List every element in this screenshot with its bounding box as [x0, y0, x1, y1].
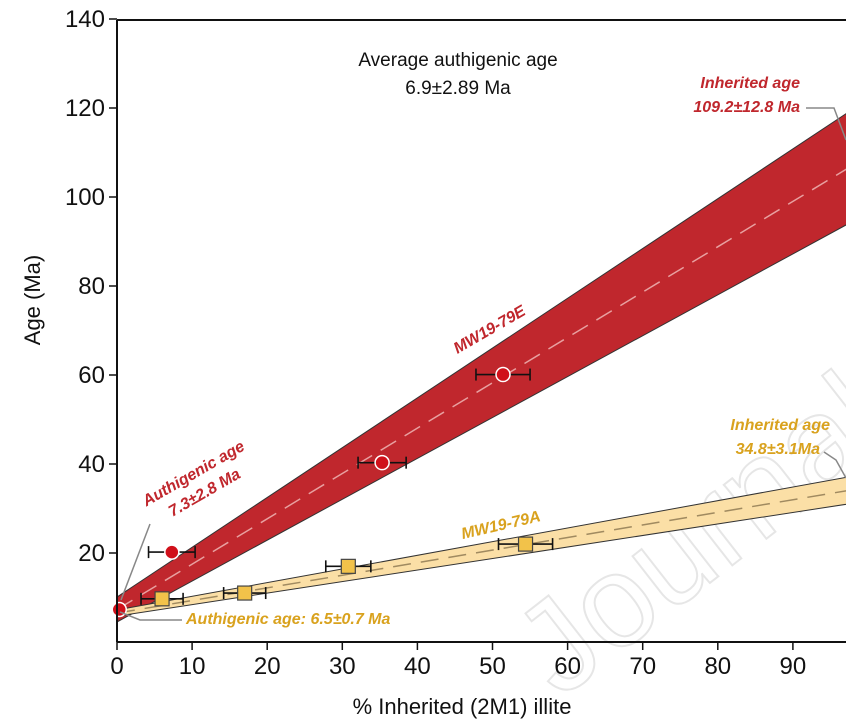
- series-e-authigenic-leader: [120, 523, 151, 601]
- y-tick-label-40: 40: [78, 451, 105, 478]
- x-tick-label-30: 30: [329, 653, 356, 680]
- point-e-2: [374, 454, 390, 471]
- point-a-1: [237, 585, 253, 601]
- x-axis-title: % Inherited (2M1) illite: [353, 694, 572, 719]
- series-e-inherited-line2: 109.2±12.8 Ma: [693, 99, 800, 116]
- y-axis-title: Age (Ma): [20, 255, 45, 345]
- point-a-2: [340, 558, 356, 574]
- series-a-authigenic-label: Authigenic age: 6.5±0.7 Ma: [185, 611, 390, 628]
- x-tick-label-70: 70: [629, 653, 656, 680]
- point-a-0: [154, 591, 170, 607]
- x-tick-label-90: 90: [780, 653, 807, 680]
- x-tick-label-50: 50: [479, 653, 506, 680]
- y-ticks: 20 40 60 80 100 120 140: [65, 6, 117, 567]
- y-tick-label-140: 140: [65, 6, 105, 33]
- series-e-inherited-leader: [806, 107, 846, 141]
- x-tick-label-0: 0: [110, 653, 123, 680]
- y-tick-label-20: 20: [78, 540, 105, 567]
- x-ticks: 0 10 20 30 40 50 60 70 80 90: [110, 642, 806, 680]
- x-tick-label-10: 10: [179, 653, 206, 680]
- x-tick-label-20: 20: [254, 653, 281, 680]
- point-e-3: [495, 366, 511, 383]
- series-a-inherited-line1: Inherited age: [730, 417, 830, 434]
- series-e-inherited-line1: Inherited age: [700, 75, 800, 92]
- y-tick-label-100: 100: [65, 184, 105, 211]
- x-tick-label-80: 80: [704, 653, 731, 680]
- y-tick-label-60: 60: [78, 362, 105, 389]
- series-a-inherited-leader: [823, 451, 846, 479]
- y-tick-label-80: 80: [78, 273, 105, 300]
- average-note-line2: 6.9±2.89 Ma: [405, 78, 511, 99]
- point-e-1: [164, 544, 180, 560]
- average-note-line1: Average authigenic age: [358, 50, 557, 71]
- series-a-inherited-line2: 34.8±3.1Ma: [736, 441, 820, 458]
- series-a-authigenic-leader: [119, 611, 182, 621]
- x-tick-label-60: 60: [554, 653, 581, 680]
- point-a-3: [517, 536, 534, 552]
- x-tick-label-40: 40: [404, 653, 431, 680]
- fit-line-e: [116, 168, 846, 611]
- y-tick-label-120: 120: [65, 95, 105, 122]
